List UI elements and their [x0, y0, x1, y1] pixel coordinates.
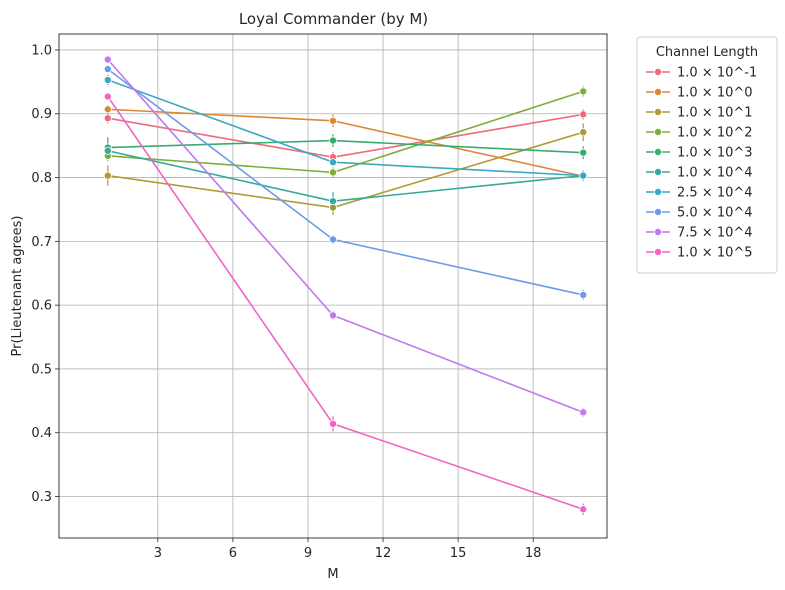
- legend-item: 1.0 × 10^1: [646, 106, 753, 121]
- legend-label: 1.0 × 10^0: [677, 86, 753, 101]
- data-point: [328, 136, 337, 145]
- legend-box: [636, 36, 778, 274]
- data-point: [579, 171, 588, 180]
- data-point: [579, 128, 588, 137]
- data-point: [328, 235, 337, 244]
- series-group: [103, 65, 588, 301]
- legend-marker: [654, 108, 663, 117]
- x-tick-label: 15: [450, 546, 467, 561]
- y-tick-label: 1.0: [31, 43, 52, 58]
- legend-label: 1.0 × 10^3: [677, 146, 753, 161]
- legend-title: Channel Length: [656, 45, 758, 60]
- legend-marker: [654, 147, 663, 156]
- data-point: [328, 158, 337, 167]
- y-tick-label: 0.4: [31, 426, 52, 441]
- legend-item: 7.5 × 10^4: [646, 226, 753, 241]
- legend-marker: [654, 227, 663, 236]
- x-tick-label: 9: [304, 546, 312, 561]
- legend-label: 5.0 × 10^4: [677, 206, 753, 221]
- data-point: [103, 55, 112, 64]
- data-point: [328, 197, 337, 206]
- series-lines: [103, 55, 588, 516]
- y-tick-label: 0.5: [31, 362, 52, 377]
- x-tick-label: 12: [375, 546, 392, 561]
- data-point: [579, 505, 588, 514]
- data-point: [579, 148, 588, 157]
- legend-label: 1.0 × 10^2: [677, 126, 753, 141]
- series-group: [103, 92, 588, 516]
- legend-label: 1.0 × 10^1: [677, 106, 753, 121]
- data-point: [103, 146, 112, 155]
- data-point: [579, 87, 588, 96]
- data-point: [328, 116, 337, 125]
- series-group: [103, 74, 588, 180]
- data-point: [103, 92, 112, 101]
- legend: Channel Length 1.0 × 10^-11.0 × 10^01.0 …: [636, 36, 778, 274]
- legend-item: 1.0 × 10^-1: [646, 66, 757, 81]
- x-tick-label: 6: [229, 546, 237, 561]
- x-tick-label: 18: [525, 546, 542, 561]
- series-group: [103, 55, 588, 417]
- legend-label: 1.0 × 10^-1: [677, 66, 757, 81]
- data-point: [103, 65, 112, 74]
- y-tick-label: 0.6: [31, 299, 52, 314]
- legend-item: 1.0 × 10^2: [646, 126, 753, 141]
- data-point: [103, 75, 112, 84]
- data-point: [579, 290, 588, 299]
- legend-item: 5.0 × 10^4: [646, 206, 753, 221]
- y-tick-label: 0.9: [31, 107, 52, 122]
- y-tick-label: 0.3: [31, 490, 52, 505]
- data-point: [103, 105, 112, 114]
- legend-item: 2.5 × 10^4: [646, 186, 753, 201]
- y-tick-label: 0.8: [31, 171, 52, 186]
- legend-items: 1.0 × 10^-1 1.0 × 10^0 1.0 × 10^1 1.0 × 10^…: [646, 66, 757, 261]
- legend-label: 7.5 × 10^4: [677, 226, 753, 241]
- axis-ticks: 3 6 9 12 15 18 0.3 0.4 0.5 0.6 0.7 0.8 0.9 1.0: [31, 43, 541, 561]
- data-point: [328, 311, 337, 320]
- data-point: [579, 110, 588, 119]
- data-point: [103, 171, 112, 180]
- chart-title: Loyal Commander (by M): [239, 10, 428, 28]
- legend-marker: [654, 207, 663, 216]
- legend-marker: [654, 247, 663, 256]
- legend-label: 1.0 × 10^4: [677, 166, 753, 181]
- legend-label: 1.0 × 10^5: [677, 246, 753, 261]
- data-point: [579, 408, 588, 417]
- legend-item: 1.0 × 10^5: [646, 246, 753, 261]
- legend-marker: [654, 88, 663, 97]
- legend-marker: [654, 68, 663, 77]
- legend-marker: [654, 127, 663, 136]
- y-axis-label: Pr(Lieutenant agrees): [10, 215, 25, 356]
- legend-label: 2.5 × 10^4: [677, 186, 753, 201]
- data-point: [103, 114, 112, 123]
- x-tick-label: 3: [154, 546, 162, 561]
- y-tick-label: 0.7: [31, 235, 52, 250]
- plot-frame: [58, 33, 608, 539]
- x-axis-label: M: [327, 567, 338, 582]
- legend-marker: [654, 187, 663, 196]
- legend-marker: [654, 167, 663, 176]
- legend-item: 1.0 × 10^0: [646, 86, 753, 101]
- data-point: [328, 419, 337, 428]
- legend-item: 1.0 × 10^3: [646, 146, 753, 161]
- legend-item: 1.0 × 10^4: [646, 166, 753, 181]
- data-point: [328, 168, 337, 177]
